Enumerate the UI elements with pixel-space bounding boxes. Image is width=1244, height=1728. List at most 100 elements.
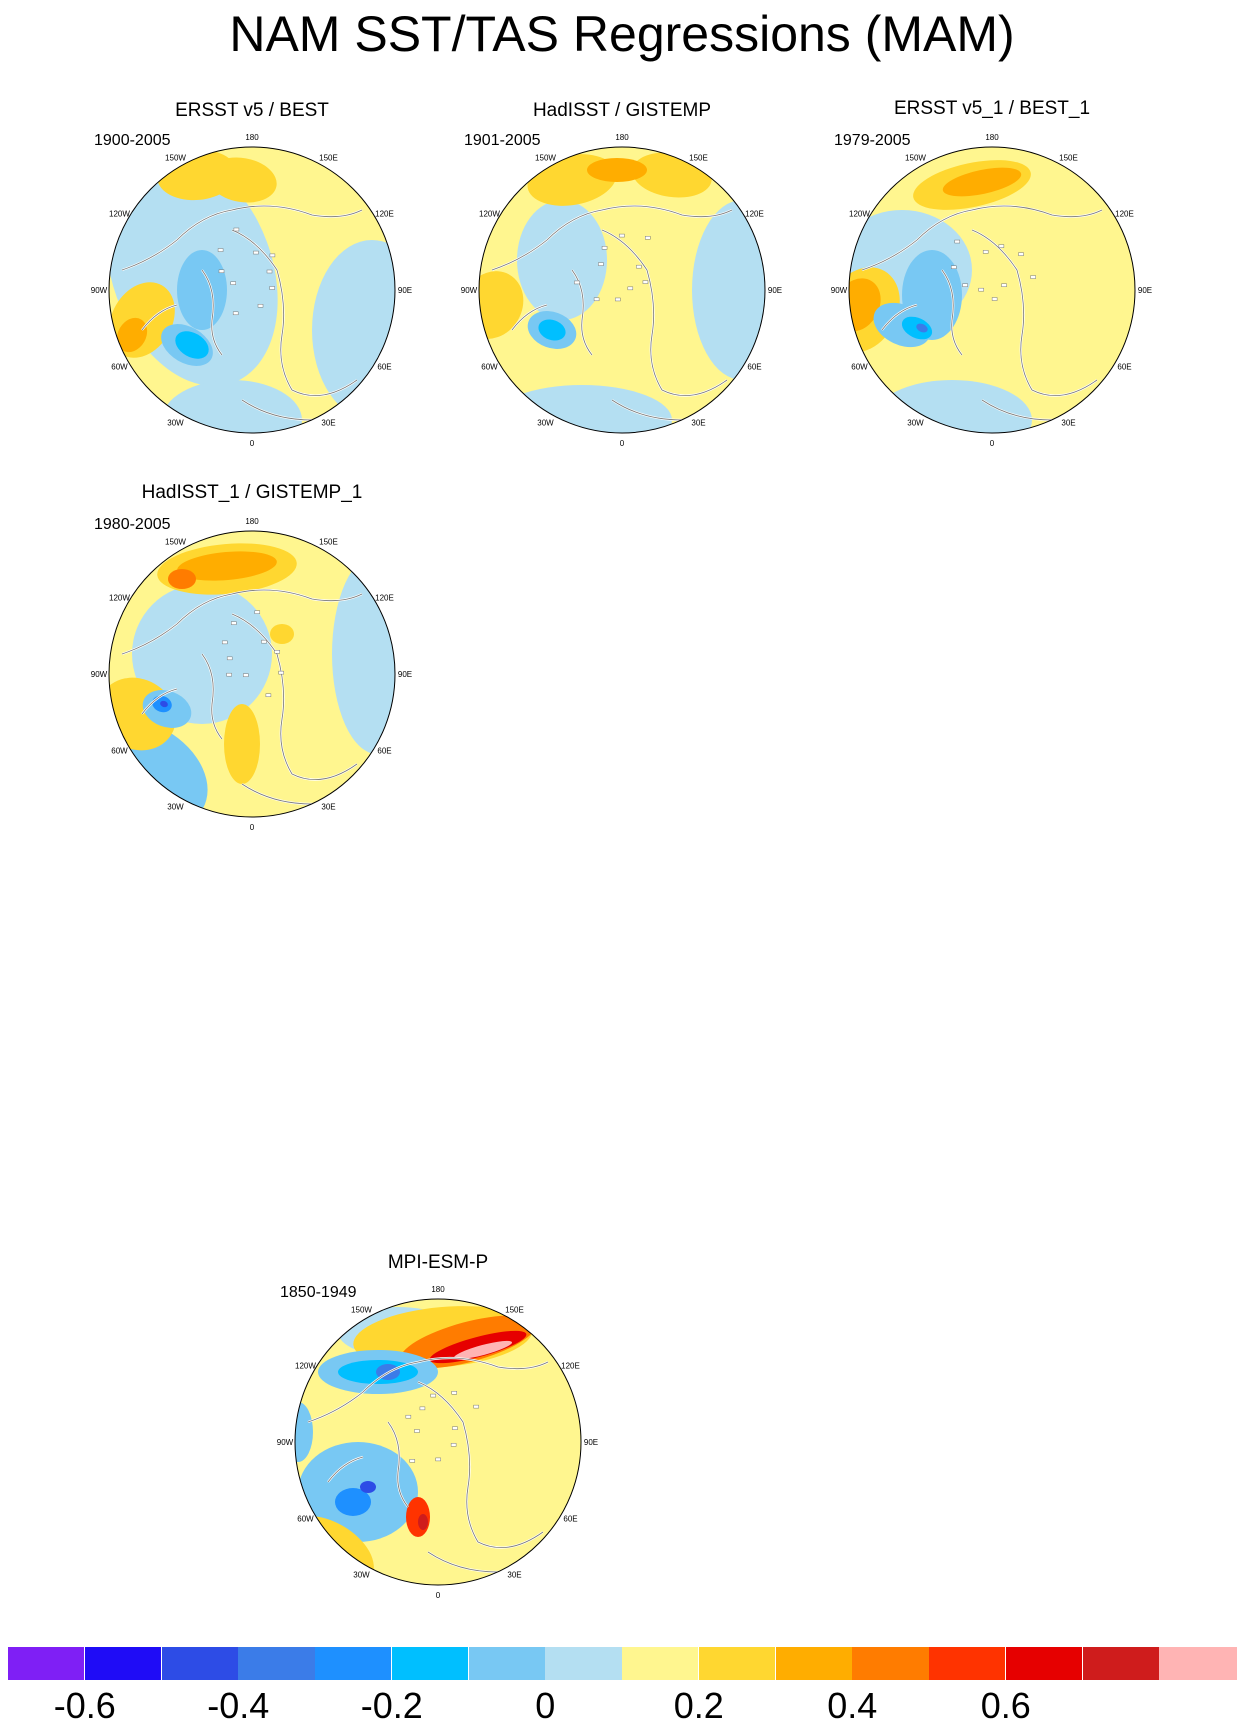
colorbar-box	[698, 1647, 776, 1680]
regression-contour	[175, 331, 209, 359]
longitude-label: 0	[250, 823, 255, 832]
map-boundary-circle	[478, 146, 766, 434]
regression-contour	[160, 700, 168, 708]
panel-period: 1850-1949	[280, 1284, 357, 1301]
longitude-label: 30E	[321, 419, 335, 428]
arctic-island	[954, 239, 961, 244]
colorbar-box	[315, 1647, 393, 1680]
longitude-label: 60E	[1117, 363, 1131, 372]
arctic-island	[645, 236, 651, 240]
polar-map: 180 150E 120E 90E 60E 30E 0 30W 60W 90W 120W 150W	[277, 1285, 598, 1600]
longitude-label: 90W	[461, 286, 478, 295]
polar-map: 180 150E 120E 90E 60E 30E 0 30W 60W 90W 120W 150W	[461, 133, 782, 448]
longitude-label: 180	[431, 1285, 445, 1294]
map-panel-4: HadISST_1 / GISTEMP_1 1980-2005 180 150E 1…	[82, 482, 422, 842]
longitude-label: 120W	[849, 210, 870, 219]
colorbar-box	[161, 1647, 239, 1680]
regression-contour	[418, 1514, 428, 1530]
longitude-label: 90E	[398, 670, 412, 679]
longitude-label: 90W	[277, 1438, 294, 1447]
regression-contour	[942, 167, 1022, 197]
regression-contour	[207, 157, 277, 203]
arctic-island	[269, 253, 276, 258]
coastline-edge	[417, 1381, 544, 1548]
longitude-label: 30E	[1061, 419, 1075, 428]
colorbar-box	[1159, 1647, 1237, 1680]
arctic-island	[1018, 252, 1024, 256]
map-boundary-circle	[294, 1298, 582, 1586]
longitude-label: 30E	[691, 419, 705, 428]
regression-contour	[538, 319, 566, 341]
longitude-label: 60W	[111, 747, 128, 756]
longitude-label: 150E	[319, 153, 338, 162]
longitude-label: 60W	[111, 363, 128, 372]
colorbar-box	[391, 1647, 469, 1680]
colorbar-tick-labels: -0.6 -0.4 -0.2 0 0.2 0.4 0.6	[8, 1688, 1236, 1728]
coastline-edge	[201, 653, 223, 740]
regression-contour	[872, 380, 1032, 433]
regression-contour	[177, 250, 227, 330]
longitude-label: 60W	[851, 363, 868, 372]
map-boundary-circle	[848, 146, 1136, 434]
polar-map: 180 150E 120E 90E 60E 30E 0 30W 60W 90W 120W 150W	[831, 133, 1152, 448]
longitude-label: 60E	[377, 747, 391, 756]
arctic-island	[619, 233, 625, 238]
regression-contour	[312, 240, 395, 420]
colorbar-box	[468, 1647, 546, 1680]
arctic-island	[269, 286, 275, 290]
coastline-edge	[881, 304, 918, 331]
colorbar-box	[1082, 1647, 1160, 1680]
coastline-edge	[327, 1456, 364, 1483]
arctic-island	[473, 1404, 479, 1409]
longitude-label: 120E	[745, 210, 764, 219]
regression-contour	[916, 323, 928, 333]
colorbar-tick-label: 0.2	[673, 1685, 724, 1726]
colorbar-box	[1005, 1647, 1083, 1680]
longitude-label: 150W	[165, 537, 186, 546]
map-panel-3: ERSST v5_1 / BEST_1 1979-2005 180 150E 120…	[822, 98, 1162, 458]
panel-title: ERSST v5 / BEST	[175, 100, 329, 121]
coastline-edge	[307, 1357, 549, 1423]
colorbar-box	[775, 1647, 853, 1680]
arctic-island	[217, 248, 224, 252]
colorbar-box	[545, 1647, 623, 1680]
longitude-label: 30E	[507, 1571, 521, 1580]
coastline-edge	[861, 205, 1103, 271]
map-boundary-circle	[108, 530, 396, 818]
arctic-island	[435, 1457, 441, 1462]
regression-contour	[177, 551, 277, 581]
coastline-edge	[387, 1421, 409, 1508]
coastline-edge	[971, 229, 1098, 396]
coastline-edge	[941, 269, 963, 356]
longitude-label: 30W	[167, 803, 184, 812]
coastline-edge	[491, 205, 733, 271]
coastline-edge	[201, 269, 223, 356]
coastline-edge	[141, 304, 178, 331]
arctic-island	[962, 283, 968, 287]
arctic-island	[978, 287, 984, 292]
arctic-island	[405, 1414, 412, 1419]
figure-title: NAM SST/TAS Regressions (MAM)	[229, 6, 1015, 62]
longitude-label: 0	[250, 439, 255, 448]
panel-title: ERSST v5_1 / BEST_1	[893, 98, 1091, 119]
longitude-label: 90E	[1138, 286, 1152, 295]
arctic-island	[615, 297, 621, 302]
regression-contour	[360, 1481, 376, 1493]
longitude-label: 120W	[295, 1362, 316, 1371]
arctic-island	[991, 297, 998, 301]
polar-map: 180 150E 120E 90E 60E 30E 0 30W 60W 90W 120W 150W	[91, 517, 412, 832]
polar-map: 180 150E 120E 90E 60E 30E 0 30W 60W 90W 120W 150W	[91, 133, 412, 448]
panel-period: 1979-2005	[834, 132, 911, 149]
arctic-island	[274, 650, 281, 654]
longitude-label: 30E	[321, 803, 335, 812]
coastline-edge	[231, 229, 358, 396]
longitude-label: 180	[615, 133, 629, 142]
coastline-edge	[121, 589, 363, 655]
arctic-island	[998, 244, 1005, 248]
longitude-label: 150E	[689, 153, 708, 162]
longitude-label: 150E	[505, 1305, 524, 1314]
longitude-label: 120W	[109, 594, 130, 603]
longitude-label: 30W	[167, 419, 184, 428]
arctic-island	[1030, 275, 1036, 279]
longitude-label: 150W	[535, 153, 556, 162]
